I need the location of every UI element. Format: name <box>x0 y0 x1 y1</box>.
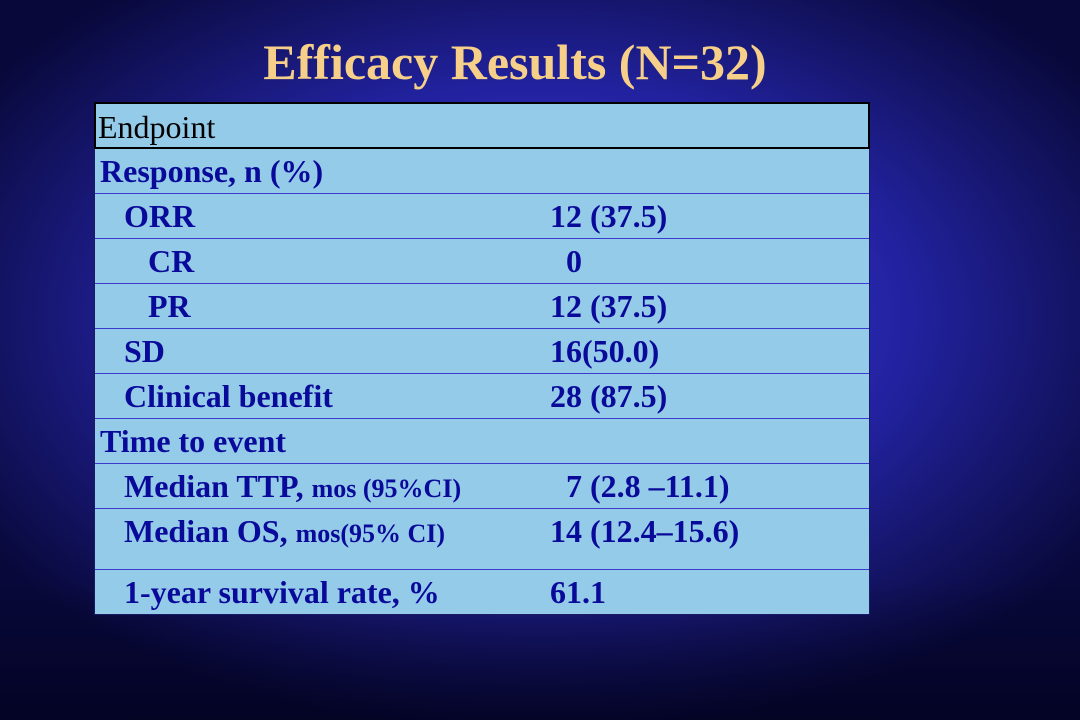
row-value: 28 (87.5) <box>550 378 668 414</box>
row-value: 14 (12.4–15.6) <box>550 513 740 549</box>
row-label-group: Median OS, mos(95% CI) <box>124 509 445 554</box>
row-label: 1-year survival rate, % <box>124 574 440 610</box>
table-row: 1-year survival rate, % 61.1 <box>95 570 869 614</box>
row-label: Time to event <box>100 423 287 459</box>
table-row: Clinical benefit 28 (87.5) <box>95 374 869 419</box>
row-value: 7 (2.8 –11.1) <box>566 468 730 504</box>
table-row: Time to event <box>95 419 869 464</box>
row-label: Response, n (%) <box>100 153 324 189</box>
header-endpoint: Endpoint <box>98 109 216 145</box>
row-label-group: Median TTP, mos (95%CI) <box>124 464 461 509</box>
row-label: SD <box>124 333 165 369</box>
slide-title: Efficacy Results (N=32) <box>263 34 767 90</box>
row-label: ORR <box>124 198 196 234</box>
table-header-row: Endpoint <box>94 102 870 149</box>
row-value: 12 (37.5) <box>550 288 668 324</box>
efficacy-table: Endpoint Response, n (%) ORR 12 (37.5) C… <box>94 102 870 615</box>
table-row: Median OS, mos(95% CI) 14 (12.4–15.6) <box>95 509 869 570</box>
row-value: 0 <box>566 243 582 279</box>
row-label-unit: mos (95%CI) <box>311 474 462 503</box>
row-label-unit: mos(95% CI) <box>295 519 446 548</box>
row-label: Median TTP, <box>124 468 304 504</box>
row-label: CR <box>148 243 195 279</box>
table-row: SD 16(50.0) <box>95 329 869 374</box>
table-row: CR 0 <box>95 239 869 284</box>
table-row: Median TTP, mos (95%CI) 7 (2.8 –11.1) <box>95 464 869 509</box>
table-row: Response, n (%) <box>95 149 869 194</box>
table-row: ORR 12 (37.5) <box>95 194 869 239</box>
row-value: 12 (37.5) <box>550 198 668 234</box>
table-row: PR 12 (37.5) <box>95 284 869 329</box>
row-label: PR <box>148 288 191 324</box>
row-label: Median OS, <box>124 513 288 549</box>
row-value: 16(50.0) <box>550 333 660 369</box>
row-value: 61.1 <box>550 574 606 610</box>
row-label: Clinical benefit <box>124 378 333 414</box>
